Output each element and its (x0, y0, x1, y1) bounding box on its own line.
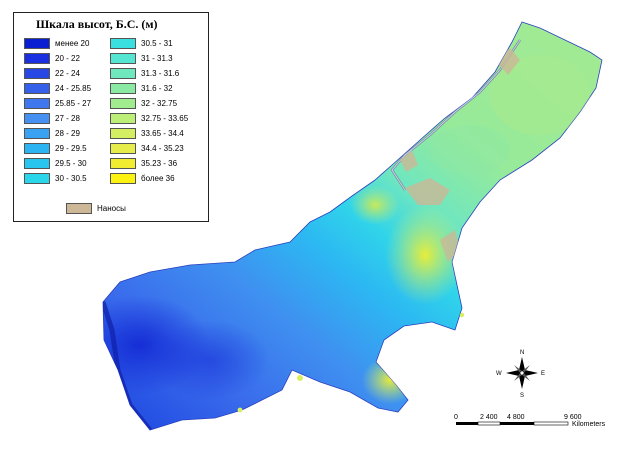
legend-item: менее 20 (24, 38, 89, 49)
legend-label: 20 - 22 (55, 54, 80, 63)
legend-item: 30 - 30.5 (24, 173, 87, 184)
legend-item: 29.5 - 30 (24, 158, 87, 169)
legend-swatch (110, 143, 136, 154)
watermark-text: Avito (566, 429, 600, 445)
legend-label: 22 - 24 (55, 69, 80, 78)
legend-label: 35.23 - 36 (141, 159, 178, 168)
small-island (297, 375, 303, 381)
legend-swatch (24, 143, 50, 154)
compass-e: E (541, 371, 545, 377)
legend-swatch (66, 203, 92, 214)
legend-label: 25.85 - 27 (55, 99, 92, 108)
legend-swatch (24, 98, 50, 109)
compass-s: S (520, 393, 524, 399)
legend-item: 32.75 - 33.65 (110, 113, 188, 124)
legend-item: 35.23 - 36 (110, 158, 177, 169)
legend-item: более 36 (110, 173, 175, 184)
legend-swatch (24, 38, 50, 49)
legend-label: 34.4 - 35.23 (141, 144, 184, 153)
legend-swatch (110, 83, 136, 94)
scale-tick-1: 2 400 (480, 414, 498, 421)
sediment-patch (400, 150, 418, 172)
river-channel (391, 39, 521, 191)
compass-n: N (520, 350, 524, 356)
legend-swatch (24, 83, 50, 94)
high-zone (362, 356, 418, 404)
watermark-dots-icon (543, 432, 553, 442)
high-zone (350, 185, 400, 225)
legend-swatch (110, 128, 136, 139)
legend-label: Наносы (97, 204, 126, 213)
legend-label: 29 - 29.5 (55, 144, 87, 153)
legend-item: 31.6 - 32 (110, 83, 173, 94)
legend-swatch (24, 68, 50, 79)
legend-label: 31 - 31.3 (141, 54, 173, 63)
legend-label: 27 - 28 (55, 114, 80, 123)
compass-w: W (496, 371, 502, 377)
mid-zone (430, 125, 510, 175)
small-island (237, 407, 243, 413)
legend-item: 25.85 - 27 (24, 98, 91, 109)
legend-item: 31.3 - 31.6 (110, 68, 179, 79)
legend-item: 32 - 32.75 (110, 98, 177, 109)
legend-item: 30.5 - 31 (110, 38, 173, 49)
legend-swatch (110, 158, 136, 169)
legend-item: 33.65 - 34.4 (110, 128, 184, 139)
legend-label: 31.6 - 32 (141, 84, 173, 93)
watermark: Avito (543, 429, 600, 445)
land-area (102, 21, 603, 431)
legend-swatch (24, 113, 50, 124)
legend: Шкала высот, Б.С. (м) менее 20 20 - 22 22 … (13, 12, 209, 222)
legend-label: 33.65 - 34.4 (141, 129, 184, 138)
small-island (459, 312, 465, 318)
scale-tick-3: 9 600 (564, 414, 582, 421)
legend-label: 32 - 32.75 (141, 99, 178, 108)
legend-item: 22 - 24 (24, 68, 80, 79)
legend-item: 34.4 - 35.23 (110, 143, 184, 154)
legend-swatch (24, 53, 50, 64)
legend-label: 30 - 30.5 (55, 174, 87, 183)
legend-swatch (24, 158, 50, 169)
legend-item: 29 - 29.5 (24, 143, 87, 154)
legend-swatch (110, 98, 136, 109)
legend-swatch (110, 38, 136, 49)
mid-zone (490, 55, 590, 135)
legend-item: 20 - 22 (24, 53, 80, 64)
legend-item: 31 - 31.3 (110, 53, 173, 64)
legend-label: 31.3 - 31.6 (141, 69, 180, 78)
watermark-dots-icon (557, 429, 563, 435)
legend-item: 24 - 25.85 (24, 83, 91, 94)
legend-label: 29.5 - 30 (55, 159, 87, 168)
scale-tick-2: 4 800 (507, 414, 525, 421)
legend-swatch (110, 68, 136, 79)
legend-swatch (24, 173, 50, 184)
legend-label: менее 20 (55, 39, 90, 48)
deep-zone (150, 320, 270, 400)
legend-label: 32.75 - 33.65 (141, 114, 189, 123)
legend-label: 30.5 - 31 (141, 39, 173, 48)
legend-swatch (110, 53, 136, 64)
legend-title: Шкала высот, Б.С. (м) (36, 17, 158, 31)
legend-label: 28 - 29 (55, 129, 80, 138)
scale-tick-0: 0 (454, 414, 458, 421)
legend-swatch (110, 113, 136, 124)
sediment-patch (405, 178, 450, 205)
legend-item: 28 - 29 (24, 128, 80, 139)
legend-item: 27 - 28 (24, 113, 80, 124)
compass-rose: N S E W (496, 350, 545, 399)
scale-bar: 0 2 400 4 800 9 600 Kilometers (454, 414, 606, 428)
legend-label: более 36 (141, 174, 175, 183)
sediment-patch (495, 48, 520, 75)
legend-label: 24 - 25.85 (55, 84, 92, 93)
legend-swatch (110, 173, 136, 184)
legend-item-sediment: Наносы (66, 203, 126, 214)
high-zone (385, 205, 465, 305)
legend-swatch (24, 128, 50, 139)
scale-unit: Kilometers (572, 421, 606, 428)
